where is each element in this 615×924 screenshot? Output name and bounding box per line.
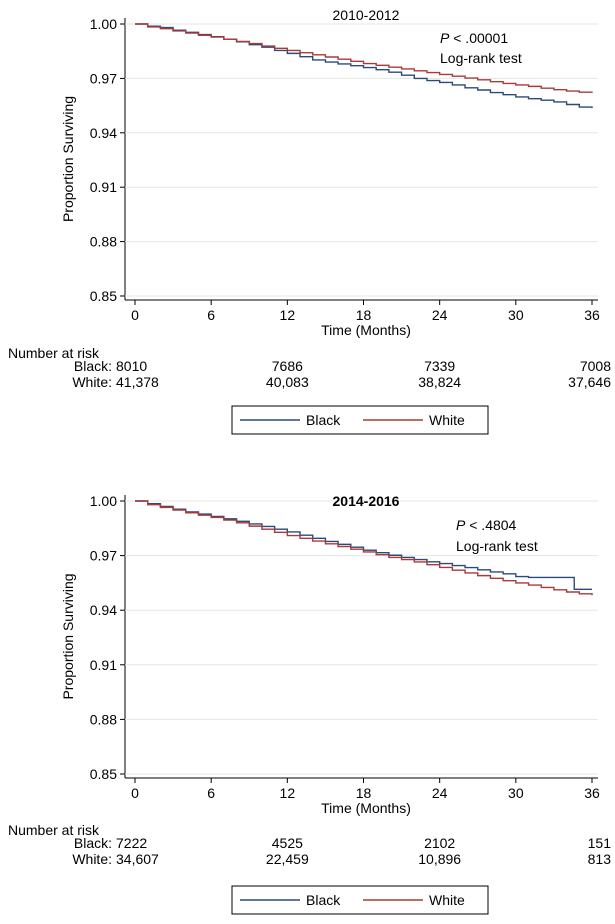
x-tick-label: 36 [584, 785, 600, 801]
risk-value: 10,896 [418, 851, 461, 867]
legend: Black White [231, 405, 489, 435]
p-value: < .4804 [465, 517, 516, 533]
survival-curve-white [135, 500, 593, 596]
p-symbol: P [440, 30, 450, 46]
y-tick-label: 0.88 [90, 711, 117, 727]
x-tick-label: 24 [432, 785, 448, 801]
risk-row-label-2: White: [72, 374, 112, 390]
risk-value: 813 [588, 851, 612, 867]
test-annotation: Log-rank test [440, 50, 522, 66]
chart-title: 2014-2016 [333, 493, 400, 509]
y-axis-title: Proportion Surviving [60, 96, 76, 222]
y-tick-label: 0.91 [90, 657, 117, 673]
plot-area [125, 18, 598, 300]
risk-value: 22,459 [266, 851, 309, 867]
y-tick-label: 0.97 [90, 548, 117, 564]
risk-table-heading: Number at risk [8, 822, 100, 838]
x-tick-label: 18 [356, 307, 372, 323]
x-axis-title: Time (Months) [321, 800, 411, 816]
y-tick-label: 1.00 [90, 493, 117, 509]
y-tick-label: 0.97 [90, 70, 117, 86]
x-tick-label: 12 [280, 785, 296, 801]
x-tick-label: 36 [584, 307, 600, 323]
p-value: < .00001 [449, 30, 508, 46]
legend-label-black: Black [306, 412, 341, 428]
chart-panel-1: 0.85 0.88 0.91 0.94 0.97 1.00 0 6 12 18 24 30 36 Time… [8, 7, 611, 435]
risk-value: 7339 [424, 358, 455, 374]
risk-value: 38,824 [418, 374, 461, 390]
legend-label-black: Black [306, 892, 341, 908]
y-tick-label: 0.85 [90, 766, 117, 782]
y-tick-label: 0.85 [90, 288, 117, 304]
p-value-annotation: P < .00001 [440, 30, 508, 46]
legend-label-white: White [429, 892, 465, 908]
risk-value: 151 [588, 835, 612, 851]
chart-title: 2010-2012 [333, 7, 400, 23]
risk-value: 34,607 [116, 851, 159, 867]
risk-row-label-1: Black: [74, 358, 112, 374]
risk-row-label-1: Black: [74, 835, 112, 851]
risk-row-label-2: White: [72, 851, 112, 867]
risk-value: 40,083 [266, 374, 309, 390]
legend: Black White [231, 885, 489, 915]
test-annotation: Log-rank test [456, 538, 538, 554]
legend-label-white: White [429, 412, 465, 428]
x-tick-label: 0 [131, 307, 139, 323]
risk-value: 41,378 [116, 374, 159, 390]
plot-area [125, 495, 598, 778]
x-tick-label: 6 [207, 785, 215, 801]
x-tick-label: 6 [207, 307, 215, 323]
risk-value: 4525 [272, 835, 303, 851]
risk-value: 7008 [580, 358, 611, 374]
x-tick-label: 18 [356, 785, 372, 801]
y-tick-label: 0.91 [90, 179, 117, 195]
p-value-annotation: P < .4804 [456, 517, 517, 533]
risk-value: 8010 [116, 358, 147, 374]
risk-value: 2102 [424, 835, 455, 851]
x-axis-title: Time (Months) [321, 322, 411, 338]
y-tick-label: 0.94 [90, 602, 117, 618]
y-axis-title: Proportion Surviving [60, 573, 76, 699]
chart-panel-2: 0.85 0.88 0.91 0.94 0.97 1.00 0 6 12 18 24 30 36 Time… [8, 493, 612, 915]
x-tick-label: 30 [508, 307, 524, 323]
x-tick-label: 24 [432, 307, 448, 323]
risk-value: 7686 [272, 358, 303, 374]
survival-curve-white [135, 23, 593, 93]
x-tick-label: 12 [280, 307, 296, 323]
risk-table-heading: Number at risk [8, 345, 100, 361]
x-tick-label: 30 [508, 785, 524, 801]
risk-value: 7222 [116, 835, 147, 851]
risk-value: 37,646 [568, 374, 611, 390]
x-tick-label: 0 [131, 785, 139, 801]
y-tick-label: 1.00 [90, 16, 117, 32]
y-tick-label: 0.88 [90, 234, 117, 250]
y-tick-label: 0.94 [90, 125, 117, 141]
p-symbol: P [456, 517, 466, 533]
